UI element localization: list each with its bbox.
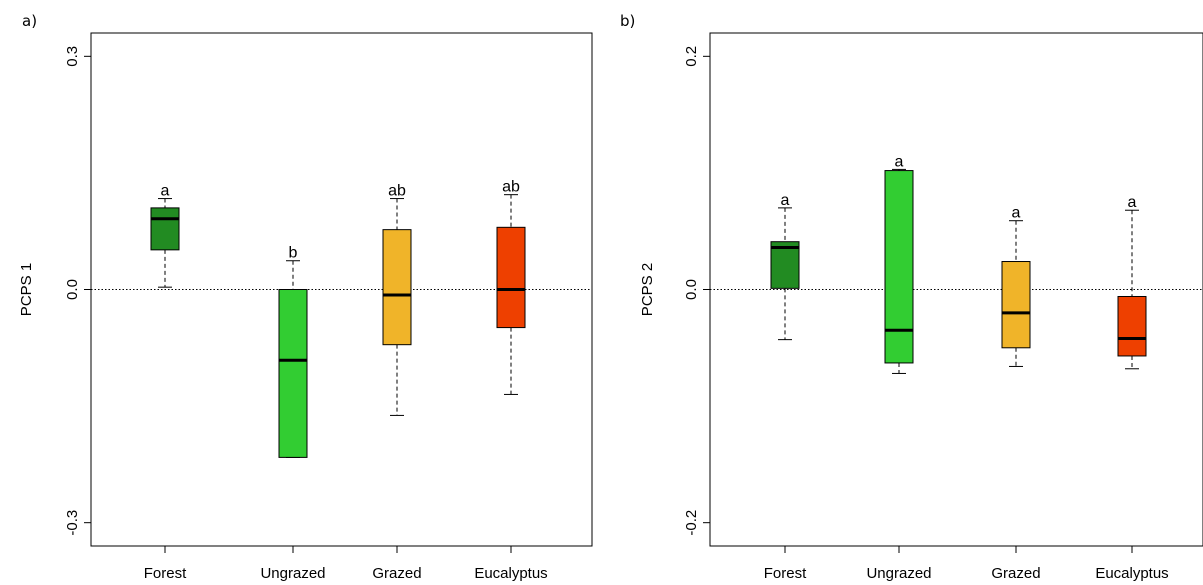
- x-tick-label: Grazed: [991, 565, 1040, 582]
- box-body: [150, 207, 180, 251]
- box-body: [770, 241, 800, 289]
- significance-letter: a: [781, 192, 790, 209]
- y-axis-title: PCPS 2: [639, 263, 656, 316]
- box-ungrazed: b: [278, 245, 308, 458]
- x-tick-label: Ungrazed: [866, 565, 931, 582]
- box-body: [496, 226, 526, 329]
- box-eucalyptus: a: [1117, 194, 1147, 370]
- significance-letter: ab: [502, 179, 520, 196]
- box-eucalyptus: ab: [496, 179, 526, 395]
- y-tick-label: 0.0: [683, 279, 700, 300]
- y-tick-label: -0.2: [683, 510, 700, 536]
- y-tick-label: 0.3: [64, 46, 81, 67]
- significance-letter: a: [161, 183, 170, 200]
- x-tick-label: Ungrazed: [260, 565, 325, 582]
- y-tick-label: 0.2: [683, 46, 700, 67]
- significance-letter: ab: [388, 183, 406, 200]
- chart-panel-a: a) -0.3 0.0 0.3 PCPS 1 Forest Ungrazed Grazed Eu…: [18, 12, 593, 582]
- box-forest: a: [770, 192, 800, 341]
- panel-label: b): [620, 12, 635, 30]
- x-tick-label: Forest: [144, 565, 187, 582]
- box-body: [1117, 295, 1147, 357]
- x-tick-label: Grazed: [372, 565, 421, 582]
- x-tick-label: Eucalyptus: [1095, 565, 1168, 582]
- x-tick-label: Forest: [764, 565, 807, 582]
- significance-letter: a: [1012, 205, 1021, 222]
- y-axis-title: PCPS 1: [18, 263, 35, 316]
- box-grazed: a: [1001, 205, 1031, 367]
- box-ungrazed: a: [884, 153, 914, 374]
- chart-panel-b: b) -0.2 0.0 0.2 PCPS 2 Forest Ungrazed Grazed Eu…: [620, 12, 1203, 582]
- y-tick-label: -0.3: [64, 510, 81, 536]
- box-body: [382, 229, 412, 346]
- significance-letter: a: [895, 153, 904, 170]
- y-tick-label: 0.0: [64, 279, 81, 300]
- significance-letter: a: [1128, 194, 1137, 211]
- panel-label: a): [22, 12, 37, 30]
- box-body: [884, 170, 914, 364]
- box-body: [1001, 261, 1031, 349]
- box-forest: a: [150, 183, 180, 288]
- box-body: [278, 289, 308, 458]
- x-tick-label: Eucalyptus: [474, 565, 547, 582]
- significance-letter: b: [289, 245, 298, 262]
- box-grazed: ab: [382, 183, 412, 416]
